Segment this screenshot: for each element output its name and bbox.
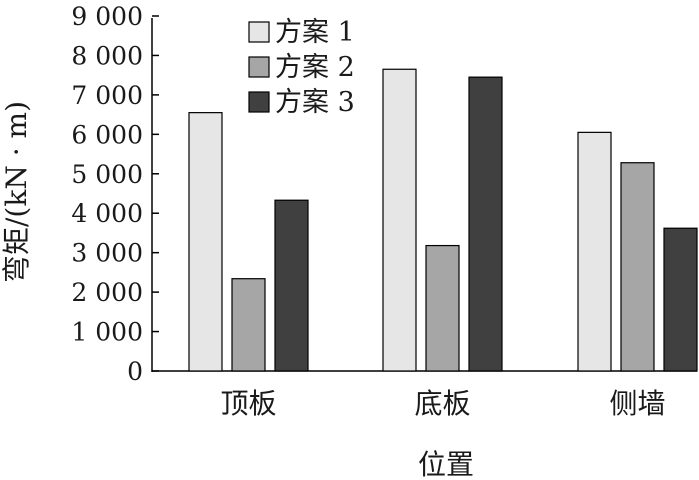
y-tick-label: 0 [127, 357, 143, 386]
bar-series3-category3 [663, 227, 698, 372]
x-category-label: 顶板 [220, 387, 276, 420]
y-tick-label: 5 000 [71, 160, 143, 189]
bar-series1-category2 [382, 68, 417, 372]
y-axis-title: 弯矩/(kN · m) [0, 101, 33, 283]
legend-swatch [248, 91, 270, 113]
bar-series1-category3 [577, 131, 612, 372]
legend-swatch [248, 21, 270, 43]
bar-series3-category1 [274, 199, 309, 372]
bar-series2-category2 [425, 244, 460, 372]
y-ticks: 0 1 000 2 000 3 000 4 000 5 000 6 000 7 000 8 00… [71, 2, 159, 386]
bar-series2-category3 [620, 162, 655, 372]
x-category-labels: 顶板 底板 侧墙 [220, 387, 665, 420]
bar-series1-category1 [188, 112, 223, 372]
x-category-label: 侧墙 [609, 387, 665, 420]
legend-label: 方案 1 [275, 17, 355, 48]
y-tick-label: 3 000 [71, 239, 143, 268]
bar-series3-category2 [468, 76, 503, 372]
y-tick-label: 8 000 [71, 41, 143, 70]
x-axis-title: 位置 [418, 448, 474, 480]
y-tick-label: 4 000 [71, 199, 143, 228]
legend-swatch [248, 56, 270, 78]
legend-label: 方案 2 [275, 52, 355, 83]
y-tick-label: 6 000 [71, 120, 143, 149]
y-tick-label: 1 000 [71, 318, 143, 347]
legend-label: 方案 3 [275, 87, 355, 118]
y-tick-label: 9 000 [71, 2, 143, 31]
y-tick-label: 7 000 [71, 81, 143, 110]
bar-series2-category1 [231, 278, 266, 372]
x-category-label: 底板 [414, 387, 470, 420]
bars [188, 68, 698, 372]
legend: 方案 1 方案 2 方案 3 [248, 17, 355, 118]
y-tick-label: 2 000 [71, 278, 143, 307]
